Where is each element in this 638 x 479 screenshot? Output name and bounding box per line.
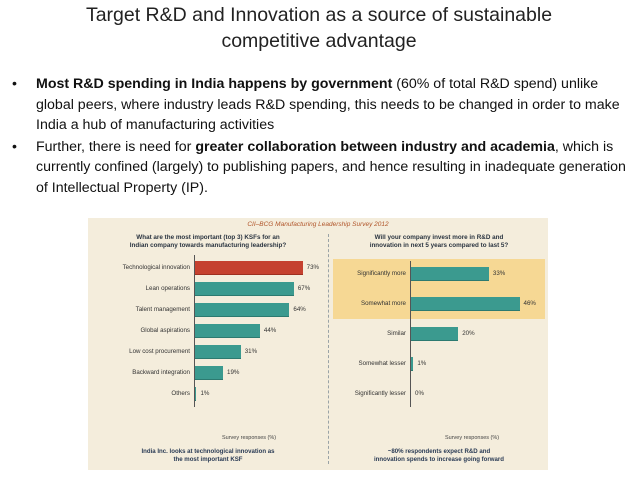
value-label: 20% <box>462 330 475 337</box>
value-label: 19% <box>227 369 240 376</box>
data-bar <box>411 297 520 311</box>
bullet-marker: • <box>12 76 17 92</box>
bullet-item: • Further, there is need for greater col… <box>10 137 630 199</box>
value-label: 31% <box>244 348 258 355</box>
bullet-text: (60% of total R&D spend) unlike global p… <box>36 76 620 133</box>
chart-title-line-2: Indian company towards manufacturing lea… <box>129 242 287 249</box>
data-bar <box>411 267 489 281</box>
category-label: Low cost procurement <box>129 348 190 355</box>
x-axis-label: Survey responses (%) <box>445 435 500 441</box>
category-label: Backward integration <box>132 369 190 376</box>
data-bar <box>195 261 303 275</box>
category-label: Global aspirations <box>140 327 190 334</box>
chart-title-line-1: What are the most important (top 3) KSFs… <box>136 234 280 241</box>
data-bar <box>411 357 414 371</box>
data-bar <box>195 303 290 317</box>
value-label: 67% <box>297 285 311 292</box>
data-bar <box>195 387 197 401</box>
chart-footnote: ~80% respondents expect R&D and innovatio… <box>333 448 545 464</box>
category-label: Others <box>171 390 190 397</box>
panel-divider <box>328 234 329 464</box>
chart-title: What are the most important (top 3) KSFs… <box>92 234 324 250</box>
value-label: 0% <box>415 390 424 397</box>
bullet-text: Further, there is need for <box>36 138 196 155</box>
bullet-text: , which is currently confined (largely) … <box>36 138 626 196</box>
chart-footnote-line-2: the most important KSF <box>173 456 243 463</box>
slide-title: Target R&D and Innovation as a source of… <box>30 2 608 54</box>
chart-title-line-1: Will your company invest more in R&D and <box>374 234 504 241</box>
category-label: Somewhat lesser <box>358 360 406 367</box>
category-label: Similar <box>387 330 406 337</box>
bullet-bold-text: Most R&D spending in India happens by go… <box>36 76 393 92</box>
category-label: Lean operations <box>145 285 190 292</box>
value-label: 46% <box>523 300 536 307</box>
chart-footnote-line-1: ~80% respondents expect R&D and <box>387 448 491 455</box>
data-bar <box>195 324 260 338</box>
data-bar <box>195 366 224 380</box>
category-label: Talent management <box>135 306 190 313</box>
chart-footnote-line-1: India Inc. looks at technological innova… <box>141 448 275 455</box>
category-label: Significantly more <box>357 270 406 277</box>
x-axis-label: Survey responses (%) <box>222 435 277 441</box>
value-label: 64% <box>293 306 306 313</box>
value-label: 1% <box>417 360 427 367</box>
category-label: Somewhat more <box>360 300 406 307</box>
slide-title-line-2: competitive advantage <box>221 30 417 52</box>
data-bar <box>411 327 459 341</box>
ksf-chart: What are the most important (top 3) KSFs… <box>92 232 324 468</box>
chart-footnote: India Inc. looks at technological innova… <box>92 448 324 464</box>
data-bar <box>195 282 294 296</box>
bullet-bold-text: greater collaboration between industry a… <box>195 138 555 155</box>
value-label: 73% <box>306 264 320 271</box>
bullet-list: • Most R&D spending in India happens by … <box>10 74 630 199</box>
chart-axis <box>410 261 411 407</box>
chart-footnote-line-2: innovation spends to increase going forw… <box>373 456 505 463</box>
value-label: 44% <box>263 327 277 334</box>
value-label: 33% <box>492 270 506 277</box>
bullet-marker: • <box>12 138 17 155</box>
chart-title-line-2: innovation in next 5 years compared to l… <box>369 242 509 249</box>
data-bar <box>195 345 241 359</box>
value-label: 1% <box>200 390 210 397</box>
chart-axis <box>194 255 195 407</box>
chart-title: Will your company invest more in R&D and… <box>333 234 545 250</box>
survey-figure: CII–BCG Manufacturing Leadership Survey … <box>88 218 548 470</box>
category-label: Significantly lesser <box>354 390 406 397</box>
rd-investment-chart: Will your company invest more in R&D and… <box>333 232 545 468</box>
figure-header: CII–BCG Manufacturing Leadership Survey … <box>247 221 389 228</box>
slide-title-line-1: Target R&D and Innovation as a source of… <box>85 4 553 26</box>
category-label: Technological innovation <box>122 264 190 271</box>
bullet-item: • Most R&D spending in India happens by … <box>10 74 630 136</box>
